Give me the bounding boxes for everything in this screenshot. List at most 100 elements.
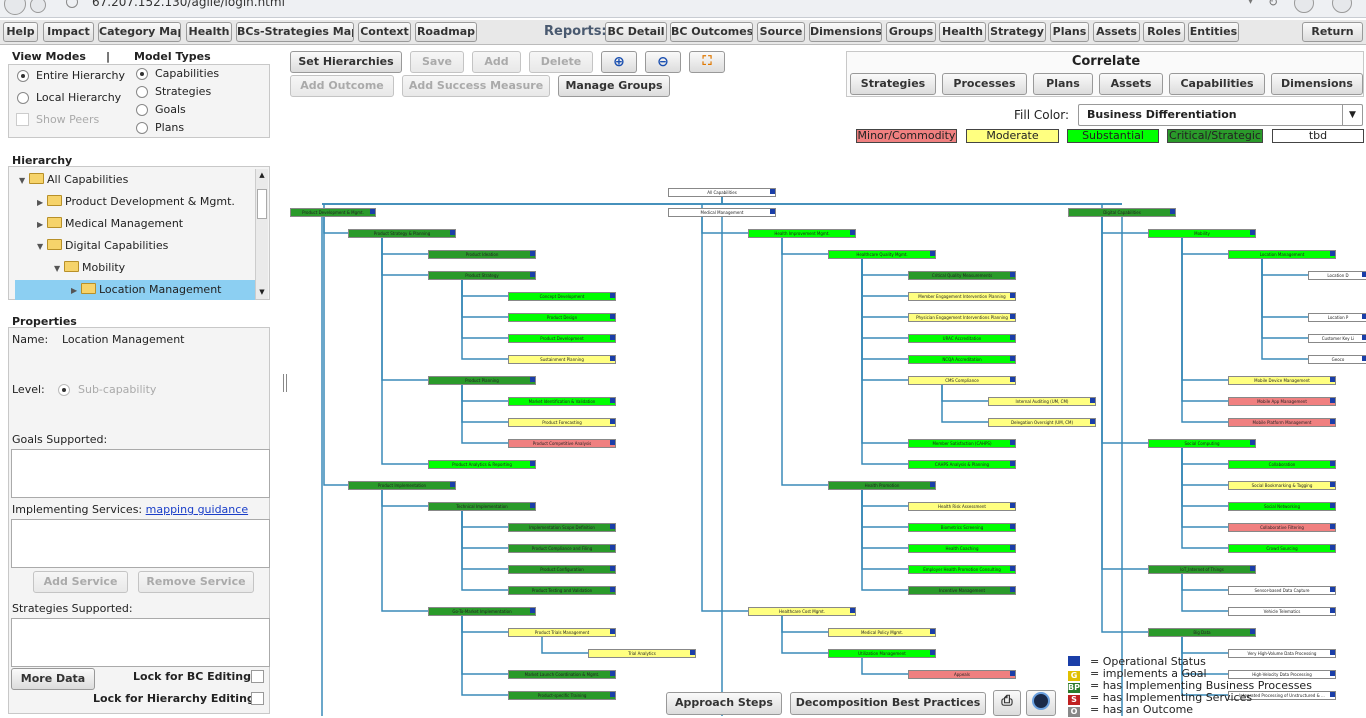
capability-node[interactable]: Medical Policy Mgmt. (828, 628, 936, 637)
capability-node[interactable]: Vehicle Telematics (1228, 607, 1336, 616)
menu-impact[interactable]: Impact (43, 22, 94, 42)
report-source[interactable]: Source (757, 22, 805, 42)
capability-node[interactable]: Utilization Management (828, 649, 936, 658)
menu-category-map[interactable]: Category Map (98, 22, 181, 42)
capability-node[interactable]: Product Compliance and Filing (508, 544, 616, 553)
capability-node[interactable]: Market Launch Coordination & Mgmt. (508, 670, 616, 679)
capability-node[interactable]: Member Satisfaction (CAHPS) (908, 439, 1016, 448)
capability-node[interactable]: Mobile Platform Management (1228, 418, 1336, 427)
implementing-services-list[interactable] (11, 519, 270, 568)
zoom-out-icon[interactable]: ⊖ (645, 51, 681, 73)
strategies-radio[interactable] (136, 86, 148, 98)
report-bc-outcomes[interactable]: BC Outcomes (670, 22, 753, 42)
goals-radio[interactable] (136, 104, 148, 116)
lock-hierarchy-checkbox[interactable] (251, 692, 264, 705)
tree-item-mobility[interactable]: ▼ Mobility (54, 258, 125, 278)
remove-service-button[interactable]: Remove Service (138, 571, 254, 593)
capability-node[interactable]: Product Trials Management (508, 628, 616, 637)
fill-color-select[interactable]: Business Differentiation ▼ (1078, 104, 1363, 126)
capability-node[interactable]: CAHPS Analysis & Planning (908, 460, 1016, 469)
capability-node[interactable]: IoT_Internet of Things (1148, 565, 1256, 574)
menu-help[interactable]: Help (3, 22, 38, 42)
decomposition-best-practices-button[interactable]: Decomposition Best Practices (790, 692, 986, 715)
report-strategy[interactable]: Strategy (988, 22, 1046, 42)
capability-node[interactable]: Sustainment Planning (508, 355, 616, 364)
delete-button[interactable]: Delete (529, 51, 593, 73)
capability-node[interactable]: Mobile Device Management (1228, 376, 1336, 385)
capability-node[interactable]: Biometrics Screening (908, 523, 1016, 532)
capability-node[interactable]: Location D (1308, 271, 1366, 280)
correlate-processes-button[interactable]: Processes (942, 73, 1027, 95)
mapping-guidance-link[interactable]: mapping guidance (145, 503, 249, 516)
capabilities-radio[interactable] (136, 68, 148, 80)
dropdown-icon[interactable]: ▾ (1248, 0, 1254, 7)
capability-node[interactable]: Social Bookmarking & Tagging (1228, 481, 1336, 490)
capability-node[interactable]: Healthcare Quality Mgmt. (828, 250, 936, 259)
capability-node[interactable]: Critical Quality Measurements (908, 271, 1016, 280)
capability-node[interactable]: Product Configuration (508, 565, 616, 574)
capability-node[interactable]: Concept Development (508, 292, 616, 301)
report-assets[interactable]: Assets (1093, 22, 1140, 42)
report-plans[interactable]: Plans (1050, 22, 1089, 42)
tree-item-medical-management[interactable]: ▶ Medical Management (37, 214, 183, 234)
reload-icon[interactable]: ↻ (1268, 0, 1279, 9)
tree-item-digital-capabilities[interactable]: ▼ Digital Capabilities (37, 236, 168, 256)
capability-node[interactable]: Very High-Volume Data Processing (1228, 649, 1336, 658)
back-icon[interactable] (4, 0, 26, 15)
capability-diagram[interactable]: All Capabilities Product Development & Mg… (288, 180, 1366, 716)
scroll-thumb[interactable] (257, 189, 267, 219)
add-button[interactable]: Add (472, 51, 521, 73)
tree-item-all-capabilities[interactable]: ▼ All Capabilities (19, 170, 128, 190)
report-bc-detail[interactable]: BC Detail (605, 22, 667, 42)
set-hierarchies-button[interactable]: Set Hierarchies (290, 51, 402, 73)
capability-node[interactable]: Product Development & Mgmt. (290, 208, 376, 217)
more-data-button[interactable]: More Data (11, 668, 95, 690)
local-hierarchy-radio[interactable] (17, 92, 29, 104)
capability-node[interactable]: Go-To-Market Implementation (428, 607, 536, 616)
fit-to-screen-icon[interactable]: ⛶ (689, 51, 725, 73)
capability-node[interactable]: Customer Key Li (1308, 334, 1366, 343)
expanded-icon[interactable]: ▼ (37, 242, 44, 251)
camera-icon[interactable] (1026, 690, 1056, 716)
correlate-plans-button[interactable]: Plans (1033, 73, 1093, 95)
expanded-icon[interactable]: ▼ (19, 176, 26, 185)
capability-node[interactable]: Integrated Processing of Unstructured & … (1228, 691, 1336, 700)
capability-node[interactable]: Product Development (508, 334, 616, 343)
menu-health[interactable]: Health (186, 22, 232, 42)
capability-node[interactable]: Technical Implementation (428, 502, 536, 511)
collapsed-icon[interactable]: ▶ (37, 220, 44, 229)
capability-node[interactable]: Implementation Scope Definition (508, 523, 616, 532)
capability-node[interactable]: Location Management (1228, 250, 1336, 259)
expanded-icon[interactable]: ▼ (54, 264, 61, 273)
plans-radio[interactable] (136, 122, 148, 134)
scroll-down-icon[interactable]: ▼ (259, 288, 265, 296)
capability-node[interactable]: Product Analytics & Reporting (428, 460, 536, 469)
goals-supported-list[interactable] (11, 449, 270, 498)
capability-node[interactable]: Appeals (908, 670, 1016, 679)
correlate-capabilities-button[interactable]: Capabilities (1169, 73, 1265, 95)
capability-node[interactable]: Geoco (1308, 355, 1366, 364)
zoom-in-icon[interactable]: ⊕ (601, 51, 637, 73)
capability-node[interactable]: Sensor-based Data Capture (1228, 586, 1336, 595)
return-button[interactable]: Return (1302, 22, 1363, 42)
forward-icon[interactable] (30, 0, 46, 13)
info-icon[interactable] (66, 0, 78, 8)
capability-node[interactable]: Social Computing (1148, 439, 1256, 448)
capability-node[interactable]: Product Design (508, 313, 616, 322)
capability-node[interactable]: Product Competitive Analysis (508, 439, 616, 448)
capability-node[interactable]: URAC Accreditation (908, 334, 1016, 343)
correlate-strategies-button[interactable]: Strategies (850, 73, 936, 95)
capability-node[interactable]: Employer Health Promotion Consulting (908, 565, 1016, 574)
capability-node[interactable]: Product Strategy (428, 271, 536, 280)
capability-node[interactable]: Internal Auditing (UM, CM) (988, 397, 1096, 406)
save-button[interactable]: Save (410, 51, 464, 73)
report-roles[interactable]: Roles (1143, 22, 1185, 42)
capability-node[interactable]: Incentive Management (908, 586, 1016, 595)
capability-node[interactable]: Health Promotion (828, 481, 936, 490)
tree-scrollbar[interactable]: ▲ ▼ (255, 169, 268, 299)
capability-node[interactable]: Health Improvement Mgmt. (748, 229, 856, 238)
manage-groups-button[interactable]: Manage Groups (558, 75, 670, 97)
capability-node[interactable]: Social Networking (1228, 502, 1336, 511)
add-success-measure-button[interactable]: Add Success Measure (402, 75, 550, 97)
capability-node[interactable]: All Capabilities (668, 188, 776, 197)
